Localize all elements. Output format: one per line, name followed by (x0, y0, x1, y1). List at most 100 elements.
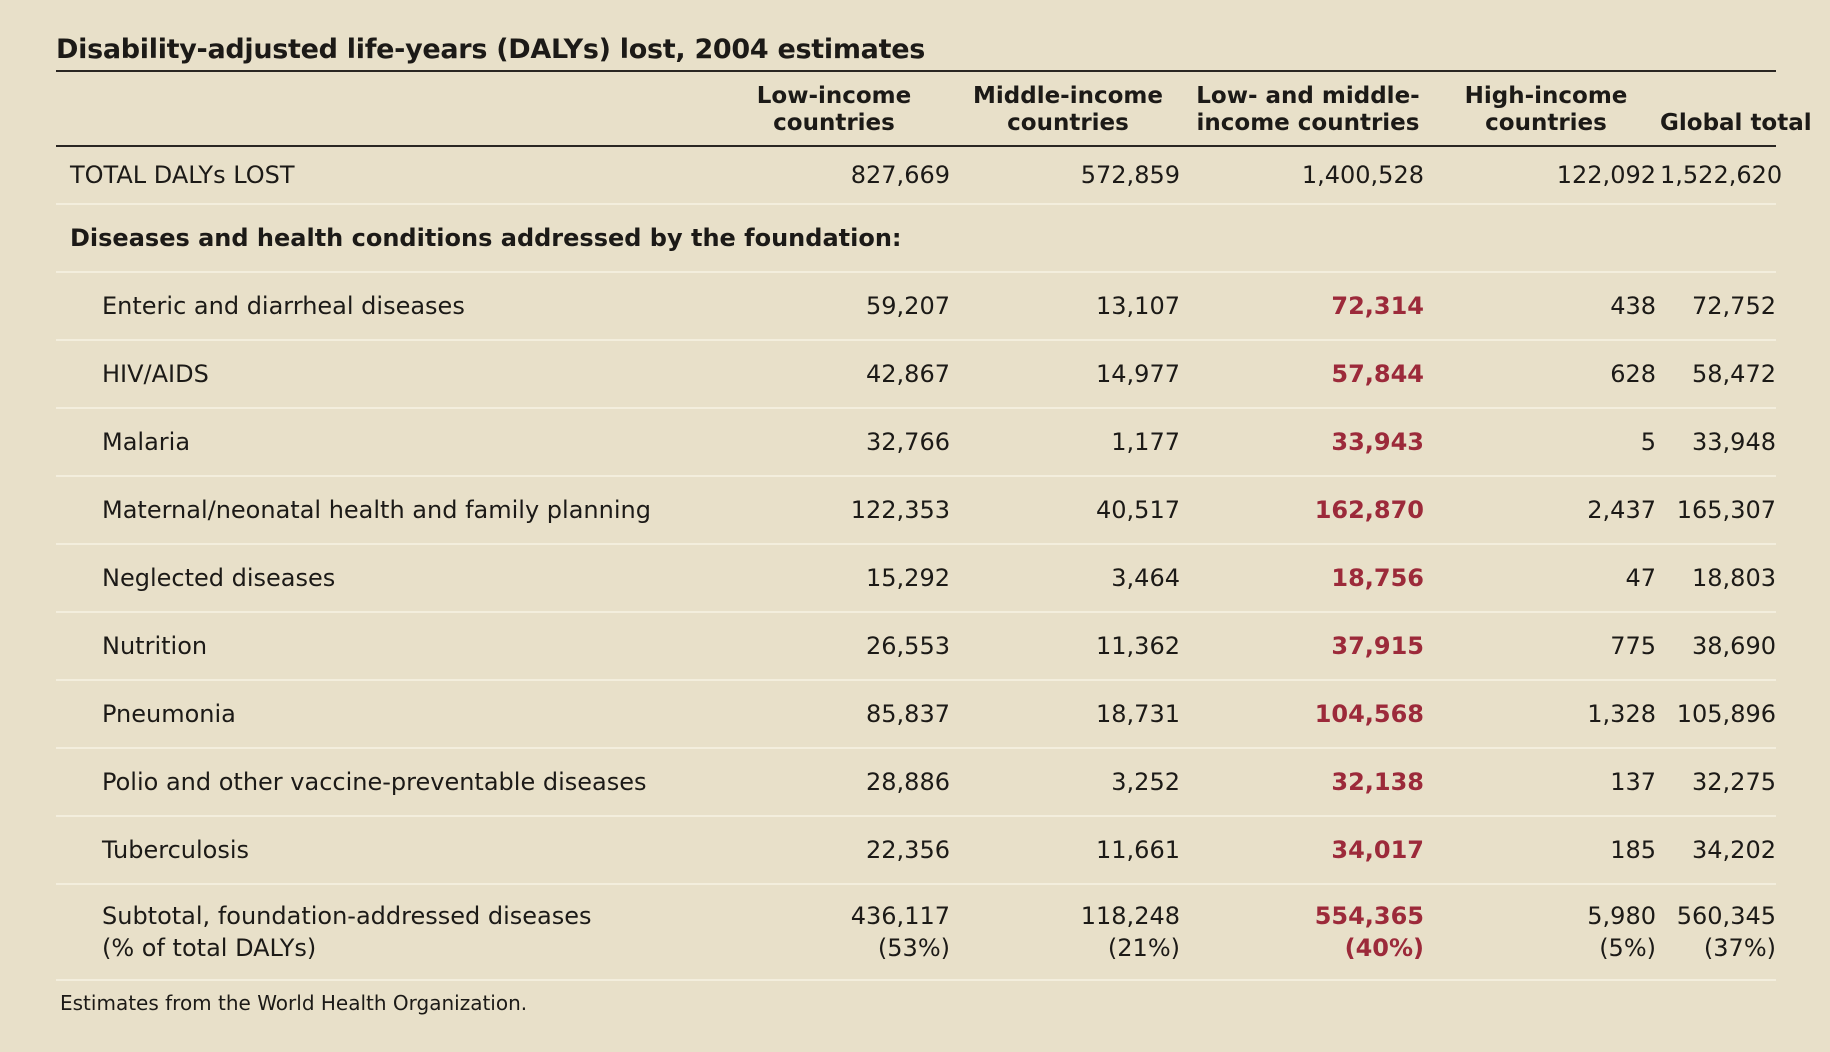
cell-high-income: 628 (1610, 360, 1656, 388)
table-row: Tuberculosis 22,356 11,661 34,017 185 34… (56, 817, 1776, 885)
column-header-line1: High-income (1464, 83, 1628, 109)
cell-low-income: 28,886 (866, 768, 950, 796)
column-header-low-and-middle-income: Low- and middle- income countries (1184, 83, 1432, 145)
column-header-line1: Low-income (756, 83, 912, 109)
column-header-global-total: Global total (1660, 110, 1812, 145)
subtotal-low-income: 436,117 (53%) (716, 900, 952, 964)
cell-global-total: 165,307 (1676, 496, 1776, 524)
row-label: Nutrition (102, 632, 208, 660)
cell-middle-income: 14,977 (1096, 360, 1180, 388)
cell-global-total: 34,202 (1692, 836, 1776, 864)
cell-high-income: 137 (1610, 768, 1656, 796)
column-header-line2: Global total (1660, 110, 1812, 136)
cell-low-and-middle-income: 33,943 (1331, 428, 1424, 456)
subtotal-value: 118,248 (1080, 902, 1180, 930)
subtotal-value: 554,365 (1314, 902, 1424, 930)
subtotal-middle-income: 118,248 (21%) (952, 900, 1184, 964)
cell-middle-income: 18,731 (1096, 700, 1180, 728)
table-row: Nutrition 26,553 11,362 37,915 775 38,69… (56, 613, 1776, 681)
cell-global-total: 58,472 (1692, 360, 1776, 388)
column-header-line2: countries (773, 110, 895, 136)
daly-table-figure: Disability-adjusted life-years (DALYs) l… (56, 28, 1812, 1015)
table-header: Low-income countries Middle-income count… (56, 72, 1812, 147)
subtotal-percent: (40%) (1344, 934, 1424, 962)
total-row: TOTAL DALYs LOST 827,669 572,859 1,400,5… (56, 147, 1783, 205)
column-header-middle-income: Middle-income countries (952, 83, 1184, 145)
total-global: 1,522,620 (1660, 161, 1783, 189)
row-label: Enteric and diarrheal diseases (102, 292, 465, 320)
footnote: Estimates from the World Health Organiza… (60, 991, 528, 1015)
table-row: HIV/AIDS 42,867 14,977 57,844 628 58,472 (56, 341, 1776, 409)
row-label: Malaria (102, 428, 191, 456)
cell-middle-income: 11,661 (1096, 836, 1180, 864)
cell-middle-income: 11,362 (1096, 632, 1180, 660)
row-label: Tuberculosis (102, 836, 249, 864)
cell-low-and-middle-income: 18,756 (1331, 564, 1424, 592)
row-label: Neglected diseases (102, 564, 336, 592)
table-row: Neglected diseases 15,292 3,464 18,756 4… (56, 545, 1776, 613)
subtotal-global-total: 560,345 (37%) (1660, 900, 1776, 964)
subtotal-percent: (21%) (1107, 934, 1180, 962)
cell-high-income: 5 (1640, 428, 1656, 456)
cell-middle-income: 1,177 (1111, 428, 1180, 456)
cell-low-income: 32,766 (866, 428, 950, 456)
table-row: Pneumonia 85,837 18,731 104,568 1,328 10… (56, 681, 1776, 749)
cell-high-income: 2,437 (1587, 496, 1656, 524)
subtotal-percent: (37%) (1703, 934, 1776, 962)
total-high-income: 122,092 (1556, 161, 1656, 189)
cell-high-income: 775 (1610, 632, 1656, 660)
disease-rows: Enteric and diarrheal diseases 59,207 13… (56, 273, 1776, 885)
cell-low-and-middle-income: 37,915 (1331, 632, 1424, 660)
section-heading-row: Diseases and health conditions addressed… (56, 205, 1776, 273)
cell-middle-income: 3,252 (1111, 768, 1180, 796)
total-low-income: 827,669 (850, 161, 950, 189)
cell-global-total: 105,896 (1676, 700, 1776, 728)
subtotal-label-line2: (% of total DALYs) (102, 934, 317, 962)
column-header-high-income: High-income countries (1432, 83, 1660, 145)
row-label: Pneumonia (102, 700, 236, 728)
cell-low-income: 22,356 (866, 836, 950, 864)
subtotal-high-income: 5,980 (5%) (1432, 900, 1660, 964)
cell-low-and-middle-income: 57,844 (1331, 360, 1424, 388)
cell-high-income: 47 (1625, 564, 1656, 592)
column-header-line2: countries (1485, 110, 1607, 136)
cell-low-and-middle-income: 72,314 (1331, 292, 1424, 320)
subtotal-percent: (5%) (1599, 934, 1656, 962)
cell-global-total: 33,948 (1692, 428, 1776, 456)
cell-global-total: 72,752 (1692, 292, 1776, 320)
row-label: HIV/AIDS (102, 360, 209, 388)
cell-low-and-middle-income: 32,138 (1331, 768, 1424, 796)
cell-low-and-middle-income: 162,870 (1314, 496, 1424, 524)
cell-low-income: 59,207 (866, 292, 950, 320)
subtotal-low-and-middle-income: 554,365 (40%) (1184, 900, 1432, 964)
cell-high-income: 1,328 (1587, 700, 1656, 728)
column-header-low-income: Low-income countries (716, 83, 952, 145)
cell-low-income: 122,353 (850, 496, 950, 524)
column-header-line1: Low- and middle- (1196, 83, 1420, 109)
cell-global-total: 38,690 (1692, 632, 1776, 660)
row-label: Polio and other vaccine-preventable dise… (102, 768, 647, 796)
subtotal-row: Subtotal, foundation-addressed diseases … (56, 885, 1776, 981)
table-row: Malaria 32,766 1,177 33,943 5 33,948 (56, 409, 1776, 477)
subtotal-percent: (53%) (877, 934, 950, 962)
subtotal-label: Subtotal, foundation-addressed diseases … (56, 900, 716, 964)
cell-low-and-middle-income: 104,568 (1314, 700, 1424, 728)
cell-low-income: 15,292 (866, 564, 950, 592)
section-heading: Diseases and health conditions addressed… (70, 224, 902, 252)
cell-high-income: 438 (1610, 292, 1656, 320)
subtotal-label-line1: Subtotal, foundation-addressed diseases (102, 902, 592, 930)
row-label: Maternal/neonatal health and family plan… (102, 496, 651, 524)
table-row: Enteric and diarrheal diseases 59,207 13… (56, 273, 1776, 341)
column-header-line2: income countries (1196, 110, 1420, 136)
subtotal-value: 560,345 (1676, 902, 1776, 930)
total-middle-income: 572,859 (1080, 161, 1180, 189)
table-row: Maternal/neonatal health and family plan… (56, 477, 1776, 545)
cell-middle-income: 40,517 (1096, 496, 1180, 524)
column-header-line1: Middle-income (973, 83, 1163, 109)
total-low-and-middle-income: 1,400,528 (1301, 161, 1424, 189)
table-title: Disability-adjusted life-years (DALYs) l… (56, 28, 1776, 72)
row-label: TOTAL DALYs LOST (70, 161, 295, 189)
cell-middle-income: 13,107 (1096, 292, 1180, 320)
column-header-line2: countries (1007, 110, 1129, 136)
cell-global-total: 32,275 (1692, 768, 1776, 796)
